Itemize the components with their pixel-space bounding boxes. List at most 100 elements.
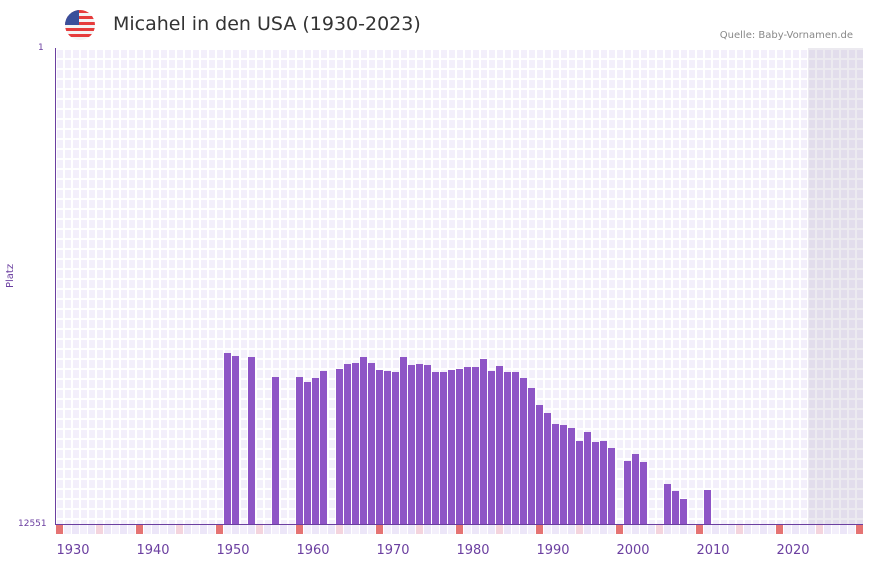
- bar-1970[interactable]: [392, 372, 399, 524]
- year-marker: [280, 525, 287, 534]
- year-marker: [192, 525, 199, 534]
- bar-2009[interactable]: [704, 490, 711, 524]
- bar-1965[interactable]: [352, 363, 359, 524]
- year-marker: [400, 525, 407, 534]
- bar-1973[interactable]: [416, 364, 423, 524]
- bar-1955[interactable]: [272, 377, 279, 524]
- year-marker: [856, 525, 863, 534]
- year-marker: [272, 525, 279, 534]
- bar-1949[interactable]: [224, 353, 231, 524]
- year-marker: [504, 525, 511, 534]
- x-tick-label: 1980: [456, 543, 490, 558]
- year-marker: [360, 525, 367, 534]
- year-marker: [88, 525, 95, 534]
- x-tick-label: 1970: [376, 543, 410, 558]
- bar-1976[interactable]: [440, 372, 447, 524]
- year-marker: [328, 525, 335, 534]
- bar-2006[interactable]: [680, 499, 687, 524]
- year-marker: [600, 525, 607, 534]
- bar-1989[interactable]: [544, 413, 551, 524]
- year-marker: [456, 525, 463, 534]
- bar-1978[interactable]: [456, 369, 463, 524]
- year-marker: [80, 525, 87, 534]
- bar-1980[interactable]: [472, 367, 479, 524]
- year-marker: [424, 525, 431, 534]
- bar-1995[interactable]: [592, 442, 599, 524]
- bar-2001[interactable]: [640, 462, 647, 524]
- bar-1975[interactable]: [432, 372, 439, 524]
- bar-1977[interactable]: [448, 370, 455, 524]
- bar-1959[interactable]: [304, 382, 311, 524]
- bar-2005[interactable]: [672, 491, 679, 524]
- year-marker: [232, 525, 239, 534]
- year-marker: [776, 525, 783, 534]
- year-marker: [352, 525, 359, 534]
- bar-1968[interactable]: [376, 370, 383, 524]
- bar-1969[interactable]: [384, 371, 391, 524]
- bar-1986[interactable]: [520, 378, 527, 524]
- bar-1988[interactable]: [536, 405, 543, 524]
- year-marker: [816, 525, 823, 534]
- year-marker: [624, 525, 631, 534]
- year-marker: [256, 525, 263, 534]
- bar-1971[interactable]: [400, 357, 407, 524]
- year-marker: [760, 525, 767, 534]
- bar-1984[interactable]: [504, 372, 511, 524]
- bar-1950[interactable]: [232, 356, 239, 524]
- y-axis-line: [55, 48, 56, 525]
- year-marker: [712, 525, 719, 534]
- bar-2004[interactable]: [664, 483, 671, 524]
- bar-1991[interactable]: [560, 425, 567, 524]
- year-marker: [320, 525, 327, 534]
- bar-1993[interactable]: [576, 441, 583, 524]
- year-marker: [568, 525, 575, 534]
- x-axis-line: [55, 524, 863, 525]
- bar-1958[interactable]: [296, 377, 303, 524]
- year-marker: [784, 525, 791, 534]
- x-tick-label: 1950: [216, 543, 250, 558]
- bar-1964[interactable]: [344, 364, 351, 524]
- year-marker: [184, 525, 191, 534]
- x-tick-label: 1930: [56, 543, 90, 558]
- bar-1952[interactable]: [248, 357, 255, 524]
- bar-1997[interactable]: [608, 448, 615, 524]
- year-marker: [528, 525, 535, 534]
- year-marker: [440, 525, 447, 534]
- year-marker: [304, 525, 311, 534]
- bar-1961[interactable]: [320, 371, 327, 524]
- bar-1960[interactable]: [312, 378, 319, 524]
- year-marker: [416, 525, 423, 534]
- bar-1985[interactable]: [512, 372, 519, 524]
- bar-1979[interactable]: [464, 367, 471, 524]
- bar-1966[interactable]: [360, 357, 367, 524]
- bar-1974[interactable]: [424, 365, 431, 524]
- bar-1963[interactable]: [336, 369, 343, 524]
- bar-1987[interactable]: [528, 388, 535, 524]
- bar-1972[interactable]: [408, 365, 415, 524]
- year-marker: [536, 525, 543, 534]
- plot-area: [55, 48, 863, 524]
- bar-1999[interactable]: [624, 461, 631, 524]
- bar-1981[interactable]: [480, 359, 487, 524]
- bar-1992[interactable]: [568, 428, 575, 524]
- year-marker: [384, 525, 391, 534]
- year-marker: [240, 525, 247, 534]
- year-marker: [128, 525, 135, 534]
- bar-1996[interactable]: [600, 441, 607, 524]
- year-marker: [264, 525, 271, 534]
- year-marker: [544, 525, 551, 534]
- bar-1983[interactable]: [496, 366, 503, 524]
- bar-1994[interactable]: [584, 432, 591, 524]
- bar-1990[interactable]: [552, 424, 559, 524]
- future-shade: [808, 48, 863, 524]
- year-marker: [672, 525, 679, 534]
- bar-2000[interactable]: [632, 454, 639, 524]
- x-tick-label: 2000: [616, 543, 650, 558]
- bar-1967[interactable]: [368, 363, 375, 524]
- year-marker: [648, 525, 655, 534]
- bar-1982[interactable]: [488, 371, 495, 524]
- year-marker: [808, 525, 815, 534]
- year-marker: [752, 525, 759, 534]
- year-marker: [824, 525, 831, 534]
- year-marker: [688, 525, 695, 534]
